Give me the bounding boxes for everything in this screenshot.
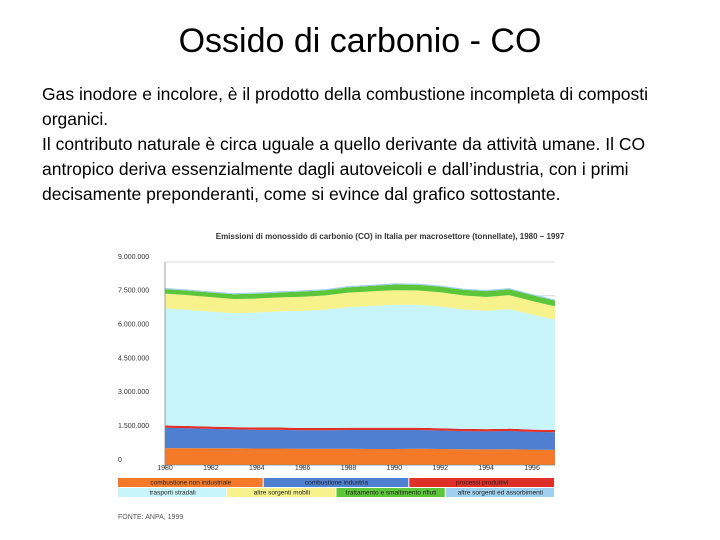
paragraph: Il contributo naturale è circa uguale a …	[42, 134, 646, 204]
area	[165, 425, 555, 433]
legend-label: combustione industria	[305, 480, 369, 487]
legend-swatch	[118, 488, 227, 497]
legend-swatch	[227, 488, 336, 497]
legend-label: trattamento e smaltimento rifiuti	[346, 490, 437, 497]
x-tick-label: 1980	[157, 465, 173, 472]
x-tick-label: 1982	[203, 465, 219, 472]
x-tick-label: 1990	[387, 465, 403, 472]
legend-swatch	[336, 488, 445, 497]
legend-label: combustione non industriale	[150, 480, 231, 487]
area	[165, 304, 555, 431]
x-tick-label: 1994	[478, 465, 494, 472]
y-tick-label: 9.000.000	[118, 254, 149, 261]
chart-title: Emissioni di monossido di carbonio (CO) …	[216, 232, 565, 241]
area	[165, 284, 555, 307]
x-tick-label: 1986	[295, 465, 311, 472]
legend-swatch	[263, 478, 409, 487]
legend-label: altre sorgenti mobili	[254, 490, 310, 497]
legend-label: altre sorgenti ed assorbimenti	[458, 490, 543, 497]
y-tick-label: 4.500.000	[118, 355, 149, 362]
x-tick-label: 1984	[249, 465, 265, 472]
legend-swatch	[118, 478, 263, 487]
y-tick-label: 0	[118, 457, 122, 464]
x-tick-label: 1988	[341, 465, 357, 472]
legend-swatch	[409, 478, 554, 487]
slide-title: Ossido di carbonio - CO	[178, 22, 542, 60]
y-tick-label: 1.500.000	[118, 423, 149, 430]
y-tick-label: 7.500.000	[118, 288, 149, 295]
chart-source: FONTE: ANPA, 1999	[118, 514, 183, 521]
area	[165, 448, 555, 465]
x-tick-label: 1992	[433, 465, 449, 472]
y-tick-label: 6.000.000	[118, 322, 149, 329]
area	[165, 290, 555, 320]
paragraph: Gas inodore e incolore, è il prodotto de…	[42, 84, 649, 129]
x-tick-label: 1996	[524, 465, 540, 472]
legend-label: processi produttivi	[456, 480, 508, 487]
slide-body: Gas inodore e incolore, è il prodotto de…	[42, 82, 692, 207]
legend-label: trasporti stradali	[150, 490, 196, 497]
legend-swatch	[445, 488, 554, 497]
y-tick-label: 3.000.000	[118, 389, 149, 396]
area	[165, 427, 555, 450]
